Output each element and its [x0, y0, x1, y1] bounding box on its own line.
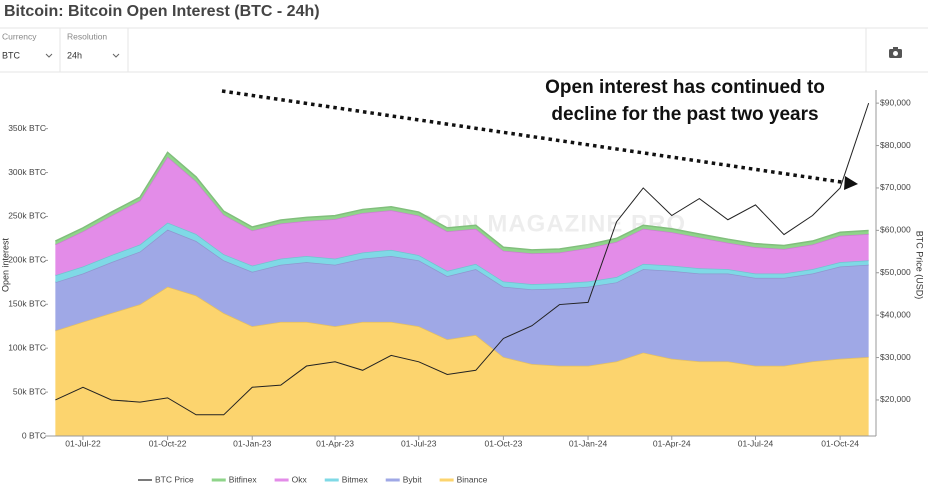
camera-top — [893, 47, 898, 50]
legend-item[interactable]: Binance — [439, 474, 488, 484]
control-value: BTC — [2, 50, 21, 60]
y2-tick-label: $40,000 — [880, 309, 911, 319]
y2-tick-label: $20,000 — [880, 394, 911, 404]
x-tick-label: 01-Jan-23 — [233, 438, 272, 448]
camera-button[interactable] — [889, 47, 902, 58]
page-title: Bitcoin: Bitcoin Open Interest (BTC - 24… — [4, 3, 320, 20]
legend-label: Bitfinex — [229, 474, 258, 484]
legend-label: Okx — [292, 474, 308, 484]
legend-label: Bitmex — [342, 474, 369, 484]
currency-select[interactable]: Currency BTC — [2, 31, 53, 60]
x-tick-label: 01-Jan-24 — [569, 438, 608, 448]
y-tick-label: 300k BTC — [8, 167, 46, 177]
legend-item[interactable]: Bitmex — [324, 474, 369, 484]
legend-label: Bybit — [403, 474, 423, 484]
y2-tick-label: $60,000 — [880, 225, 911, 235]
y-tick-label: 350k BTC — [8, 123, 46, 133]
x-tick-label: 01-Jul-22 — [65, 438, 101, 448]
y-tick-label: 200k BTC — [8, 255, 46, 265]
price-line — [55, 102, 870, 416]
y2-tick-label: $90,000 — [880, 97, 911, 107]
x-tick-label: 01-Oct-24 — [821, 438, 859, 448]
legend-item[interactable]: Okx — [274, 474, 308, 484]
area-bitmex — [55, 222, 869, 290]
x-tick-label: 01-Apr-24 — [653, 438, 691, 448]
area-bybit — [55, 229, 869, 366]
control-value: 24h — [67, 50, 82, 60]
y-tick-label: 100k BTC — [8, 342, 46, 352]
area-okx — [55, 156, 869, 285]
arrow-head — [844, 176, 858, 190]
legend-item[interactable]: Bybit — [385, 474, 423, 484]
legend-item[interactable]: Bitfinex — [211, 474, 258, 484]
annotation: decline for the past two years — [551, 104, 818, 125]
y-tick-label: 250k BTC — [8, 211, 46, 221]
legend-label: BTC Price — [155, 474, 194, 484]
legend-label: Binance — [457, 474, 488, 484]
annotation: Open interest has continued to — [545, 77, 825, 98]
y2-tick-label: $30,000 — [880, 352, 911, 362]
area-binance — [55, 286, 869, 436]
dropdown-caret — [45, 53, 53, 58]
control-label: Resolution — [67, 31, 107, 41]
camera-lens — [893, 51, 898, 56]
y2-tick-label: $50,000 — [880, 267, 911, 277]
x-tick-label: 01-Jul-24 — [738, 438, 774, 448]
y2-axis-title: BTC Price (USD) — [915, 231, 925, 300]
x-tick-label: 01-Oct-23 — [485, 438, 523, 448]
x-tick-label: 01-Oct-22 — [149, 438, 187, 448]
dropdown-caret — [112, 53, 120, 58]
y-tick-label: 150k BTC — [8, 299, 46, 309]
resolution-select[interactable]: Resolution 24h — [67, 31, 120, 60]
y-tick-label: 50k BTC — [13, 386, 46, 396]
control-label: Currency — [2, 31, 37, 41]
area-edge — [55, 151, 869, 251]
arrow-line — [221, 89, 849, 185]
legend-item[interactable]: BTC Price — [138, 474, 194, 484]
y2-tick-label: $80,000 — [880, 140, 911, 150]
y-axis-title: Open interest — [0, 237, 10, 292]
x-tick-label: 01-Jul-23 — [401, 438, 437, 448]
y2-tick-label: $70,000 — [880, 182, 911, 192]
x-tick-label: 01-Apr-23 — [316, 438, 354, 448]
y-tick-label: 0 BTC — [22, 430, 46, 440]
